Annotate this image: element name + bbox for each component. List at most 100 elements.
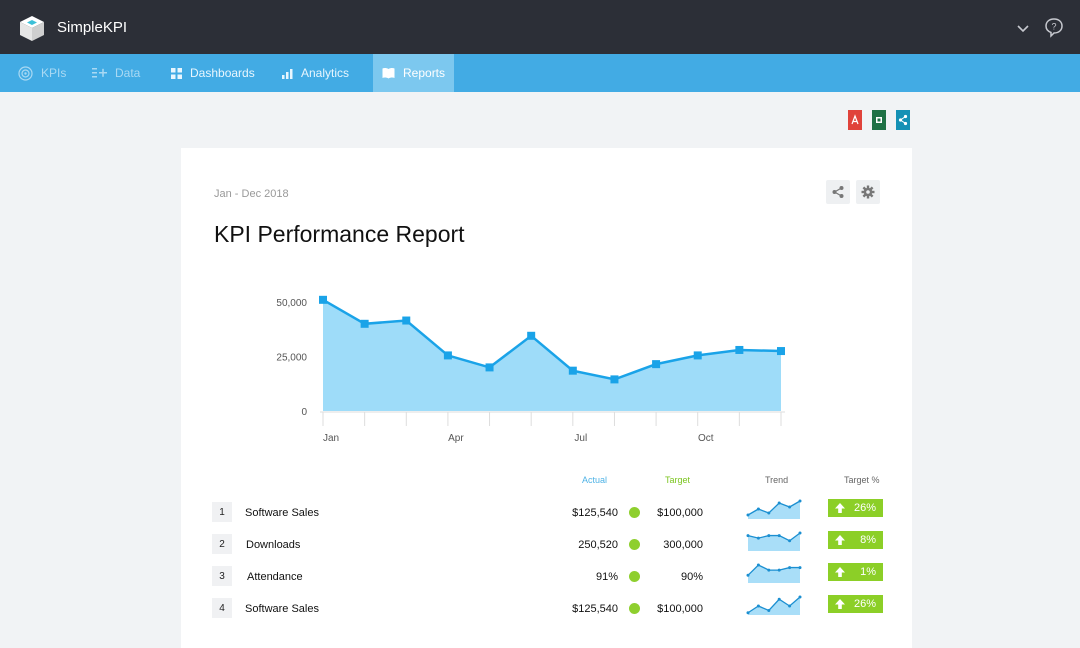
chat-help-icon[interactable]: ? (1043, 16, 1065, 38)
chevron-down-icon[interactable] (1015, 20, 1031, 36)
chart-point-may[interactable] (485, 363, 494, 372)
kpi-row[interactable]: 4 Software Sales $125,540 $100,000 26% (181, 595, 912, 621)
sparkline-point (746, 573, 750, 577)
report-date-range: Jan - Dec 2018 (214, 188, 289, 200)
grid-icon (171, 67, 182, 79)
sparkline-point (788, 539, 792, 543)
nav-data[interactable]: Data (92, 54, 140, 92)
col-header-actual: Actual (582, 475, 608, 485)
kpi-name[interactable]: Software Sales (245, 603, 319, 615)
chart-point-sep[interactable] (652, 360, 661, 369)
sparkline-point (756, 507, 760, 511)
chart-series-line (322, 298, 782, 381)
target-icon (18, 65, 33, 81)
nav-dashboards-label: Dashboards (190, 66, 255, 80)
sparkline-point (767, 568, 771, 572)
kpi-row[interactable]: 2 Downloads 250,520 300,000 8% (181, 531, 912, 557)
chart-area-fill (323, 299, 781, 411)
settings-button[interactable] (856, 180, 880, 204)
sparkline-point (788, 604, 792, 608)
kpi-actual-value: $125,540 (572, 507, 618, 519)
kpi-row[interactable]: 3 Attendance 91% 90% 1% (181, 563, 912, 589)
sparkline-point (788, 566, 792, 570)
trend-sparkline (746, 595, 802, 615)
sparkline-point (798, 499, 802, 503)
kpi-name[interactable]: Attendance (247, 571, 303, 583)
kpi-row[interactable]: 1 Software Sales $125,540 $100,000 26% (181, 499, 912, 525)
chart-point-nov[interactable] (735, 345, 744, 354)
y-tick-label: 25,000 (276, 353, 307, 364)
x-tick-label: Apr (448, 433, 464, 444)
arrow-up-icon (835, 567, 845, 577)
kpi-actual-value: 91% (595, 571, 618, 583)
report-card: Jan - Dec 2018 KPI Performance Report 50… (181, 148, 912, 648)
sparkline-point (746, 513, 750, 517)
sparkline-point (767, 511, 771, 515)
report-title: KPI Performance Report (214, 221, 465, 247)
target-pct-value: 8% (860, 534, 876, 546)
svg-text:?: ? (1051, 22, 1056, 32)
arrow-up-icon (835, 535, 845, 545)
share-button[interactable] (826, 180, 850, 204)
sparkline-point (746, 611, 750, 615)
arrow-up-icon (835, 503, 845, 513)
pdf-icon[interactable] (848, 110, 862, 130)
sparkline-point (798, 531, 802, 535)
book-icon (382, 68, 395, 79)
kpi-rank: 3 (212, 566, 232, 586)
excel-icon[interactable] (872, 110, 886, 130)
target-pct-value: 26% (853, 502, 876, 514)
sparkline-point (798, 566, 802, 570)
cube-logo-icon[interactable] (18, 14, 46, 42)
sparkline-line (747, 500, 801, 516)
chart-point-dec[interactable] (777, 347, 785, 356)
chart-point-jun[interactable] (527, 331, 536, 340)
share-file-icon[interactable] (896, 110, 910, 130)
target-pct-badge: 8% (828, 531, 883, 549)
sparkline-line (747, 532, 801, 542)
status-dot (629, 507, 640, 518)
gear-icon (861, 185, 875, 199)
kpi-actual-value: 250,520 (578, 539, 618, 551)
arrow-up-icon (835, 599, 845, 609)
kpi-name[interactable]: Downloads (246, 539, 301, 551)
kpi-rank: 1 (212, 502, 232, 522)
chart-point-jan[interactable] (319, 295, 327, 304)
nav-reports[interactable]: Reports (373, 54, 455, 92)
target-pct-badge: 1% (828, 563, 883, 581)
data-entry-icon (92, 68, 107, 78)
share-icon (832, 186, 844, 198)
kpi-actual-value: $125,540 (572, 603, 618, 615)
nav-data-label: Data (115, 66, 141, 80)
chart-point-feb[interactable] (360, 319, 369, 328)
kpi-target-value: 300,000 (663, 539, 703, 551)
sparkline-line (747, 564, 800, 576)
sparkline-point (756, 563, 760, 567)
x-tick-label: Oct (698, 433, 714, 444)
sparkline-area (748, 597, 800, 615)
col-header-trend: Trend (765, 475, 789, 485)
kpi-target-value: 90% (680, 571, 703, 583)
kpi-area-chart: 50,000 25,000 0 Jan Apr Jul Oct (276, 295, 785, 444)
col-header-target: Target (665, 475, 691, 485)
sparkline-point (767, 609, 771, 612)
top-bar: SimpleKPI ? (0, 0, 1080, 54)
nav-reports-label: Reports (403, 66, 446, 80)
sparkline-point (798, 595, 802, 599)
nav-kpis[interactable]: KPIs (18, 54, 66, 92)
nav-kpis-label: KPIs (41, 66, 67, 80)
bar-chart-icon (282, 68, 293, 79)
chart-point-jul[interactable] (568, 366, 577, 375)
target-pct-value: 1% (860, 566, 876, 578)
nav-analytics[interactable]: Analytics (282, 54, 349, 92)
nav-dashboards[interactable]: Dashboards (171, 54, 255, 92)
chart-point-aug[interactable] (610, 375, 619, 384)
kpi-name[interactable]: Software Sales (245, 507, 319, 519)
trend-sparkline (746, 563, 802, 583)
chart-point-oct[interactable] (693, 351, 702, 360)
chart-point-mar[interactable] (402, 316, 411, 325)
sparkline-point (788, 505, 792, 509)
y-tick-label: 0 (301, 407, 307, 418)
chart-point-apr[interactable] (443, 351, 452, 360)
app-title: SimpleKPI (57, 19, 128, 36)
